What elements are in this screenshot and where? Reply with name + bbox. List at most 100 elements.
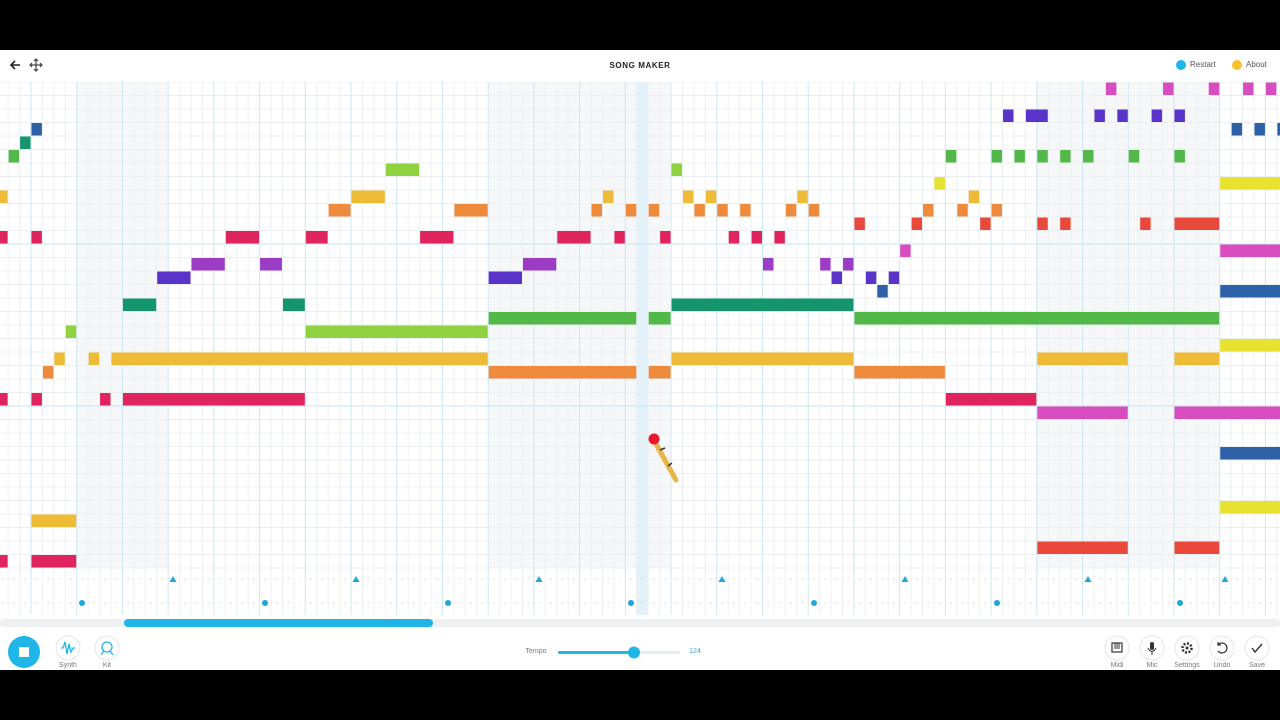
note[interactable]	[191, 258, 225, 271]
note[interactable]	[157, 271, 191, 285]
note[interactable]	[100, 393, 111, 406]
note[interactable]	[1003, 109, 1014, 123]
note[interactable]	[945, 393, 1037, 406]
note[interactable]	[42, 366, 54, 379]
note[interactable]	[225, 231, 260, 244]
note[interactable]	[957, 204, 968, 217]
note[interactable]	[591, 204, 602, 217]
note[interactable]	[1231, 123, 1243, 136]
note[interactable]	[1037, 217, 1048, 231]
note[interactable]	[454, 204, 488, 217]
note[interactable]	[1174, 217, 1220, 231]
percussion-hit[interactable]	[535, 576, 543, 582]
back-button[interactable]	[9, 60, 20, 70]
note[interactable]	[1025, 109, 1048, 123]
percussion-hit[interactable]	[352, 576, 360, 582]
note[interactable]	[328, 204, 351, 217]
note[interactable]	[1174, 109, 1185, 123]
note[interactable]	[1140, 217, 1151, 231]
note[interactable]	[774, 231, 785, 244]
note[interactable]	[671, 352, 854, 366]
note[interactable]	[0, 231, 8, 244]
note[interactable]	[260, 258, 282, 271]
note[interactable]	[0, 190, 8, 204]
note[interactable]	[1174, 541, 1220, 555]
note[interactable]	[648, 312, 671, 325]
note[interactable]	[1265, 82, 1277, 96]
note[interactable]	[923, 204, 934, 217]
note[interactable]	[763, 258, 774, 271]
percussion-hit[interactable]	[901, 576, 909, 582]
note[interactable]	[980, 217, 991, 231]
note[interactable]	[614, 231, 625, 244]
note[interactable]	[1037, 150, 1048, 163]
note[interactable]	[0, 555, 8, 568]
note[interactable]	[351, 190, 385, 204]
note[interactable]	[671, 298, 854, 312]
note[interactable]	[717, 204, 728, 217]
note[interactable]	[31, 393, 42, 406]
tempo-slider[interactable]	[558, 646, 680, 659]
note[interactable]	[31, 514, 77, 528]
note[interactable]	[31, 555, 77, 568]
note[interactable]	[854, 312, 1220, 325]
note[interactable]	[808, 204, 820, 217]
note[interactable]	[1037, 541, 1128, 555]
note[interactable]	[911, 217, 923, 231]
note[interactable]	[740, 204, 751, 217]
note[interactable]	[282, 298, 305, 312]
note[interactable]	[1220, 244, 1280, 258]
synth-button[interactable]: Synth	[55, 635, 81, 669]
note[interactable]	[1277, 123, 1280, 136]
note[interactable]	[751, 231, 763, 244]
note[interactable]	[991, 150, 1003, 163]
note[interactable]	[1094, 109, 1105, 123]
note[interactable]	[31, 231, 42, 244]
percussion-hit[interactable]	[1177, 600, 1183, 606]
note[interactable]	[820, 258, 831, 271]
settings-button[interactable]: Settings	[1174, 635, 1200, 669]
note[interactable]	[1037, 406, 1128, 420]
kit-button[interactable]: Kit	[94, 635, 120, 669]
note[interactable]	[1014, 150, 1025, 163]
note[interactable]	[305, 231, 328, 244]
percussion-hit[interactable]	[628, 600, 634, 606]
note[interactable]	[1220, 447, 1280, 460]
percussion-hit[interactable]	[79, 600, 85, 606]
note[interactable]	[831, 271, 843, 285]
note[interactable]	[625, 204, 637, 217]
note[interactable]	[1083, 150, 1094, 163]
note[interactable]	[1174, 406, 1280, 420]
note[interactable]	[1220, 177, 1280, 190]
note[interactable]	[522, 258, 557, 271]
note[interactable]	[1220, 501, 1280, 514]
note[interactable]	[122, 298, 157, 312]
note[interactable]	[694, 204, 705, 217]
note[interactable]	[728, 231, 740, 244]
note[interactable]	[648, 204, 660, 217]
note[interactable]	[1243, 82, 1254, 96]
note[interactable]	[88, 352, 100, 366]
note[interactable]	[1060, 150, 1071, 163]
percussion-hit[interactable]	[169, 576, 177, 582]
percussion-hit[interactable]	[262, 600, 268, 606]
note[interactable]	[602, 190, 614, 204]
note[interactable]	[111, 352, 488, 366]
note[interactable]	[385, 163, 420, 177]
note[interactable]	[854, 217, 865, 231]
note[interactable]	[1163, 82, 1174, 96]
note[interactable]	[888, 271, 900, 285]
note[interactable]	[683, 190, 694, 204]
note[interactable]	[8, 150, 20, 163]
note[interactable]	[420, 231, 454, 244]
note[interactable]	[1037, 352, 1128, 366]
note[interactable]	[1254, 123, 1265, 136]
note[interactable]	[1220, 339, 1280, 352]
note[interactable]	[968, 190, 980, 204]
note[interactable]	[648, 366, 671, 379]
save-button[interactable]: Save	[1244, 635, 1270, 669]
note[interactable]	[488, 366, 637, 379]
note[interactable]	[1128, 150, 1140, 163]
note[interactable]	[122, 393, 305, 406]
note[interactable]	[877, 285, 888, 298]
